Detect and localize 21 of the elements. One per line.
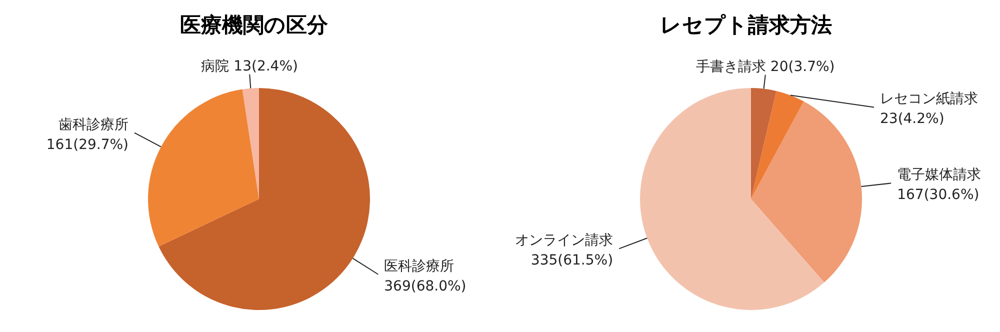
data-label: 369(68.0%) <box>384 278 466 294</box>
slice-label: 病院 13(2.4%) <box>201 58 298 74</box>
slice-label: レセコン紙請求 <box>880 91 978 108</box>
chart-title: 医療機関の区分 <box>179 12 329 39</box>
slice-label: 手書き請求 20(3.7%) <box>696 58 835 75</box>
pie-slice <box>242 88 259 199</box>
data-label: 335(61.5%) <box>530 252 614 269</box>
chart-title: レセプト請求方法 <box>659 12 833 39</box>
pie-slice <box>158 88 370 310</box>
pie-slice <box>640 88 824 310</box>
slice-label: 医科診療所 <box>384 258 454 274</box>
slice-label: 電子媒体請求 <box>897 167 982 184</box>
slice-label: 歯科診療所 <box>58 116 129 133</box>
pie-slice <box>751 101 862 282</box>
pie-slice <box>148 89 259 247</box>
slice-label: オンライン請求 <box>515 232 614 249</box>
data-label: 161(29.7%) <box>46 136 129 153</box>
data-label: 167(30.6%) <box>897 187 980 204</box>
data-label: 23(4.2%) <box>880 111 944 128</box>
pie-slice <box>751 88 776 199</box>
pie-slice <box>751 90 804 199</box>
